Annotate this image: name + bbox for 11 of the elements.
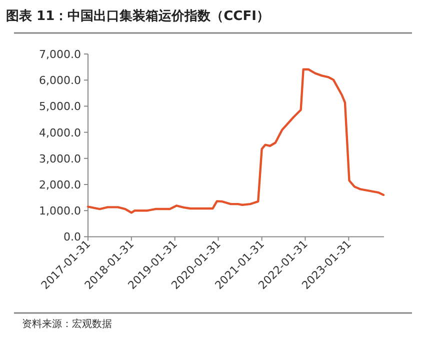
y-tick-label: 2,000.0 bbox=[39, 178, 81, 192]
y-tick-label: 6,000.0 bbox=[39, 74, 81, 88]
text: 资料来源：宏观数据 bbox=[22, 318, 112, 330]
line-series bbox=[86, 68, 385, 214]
y-tick-label: 4,000.0 bbox=[39, 126, 81, 140]
y-tick-label: 0.0 bbox=[64, 230, 81, 244]
y-tick-label: 1,000.0 bbox=[39, 204, 81, 218]
y-tick-label: 5,000.0 bbox=[39, 100, 81, 114]
y-tick-label: 7,000.0 bbox=[39, 48, 81, 61]
chart-title: 图表 11：中国出口集装箱运价指数（CCFI） bbox=[6, 8, 270, 24]
y-tick-label: 3,000.0 bbox=[39, 152, 81, 166]
